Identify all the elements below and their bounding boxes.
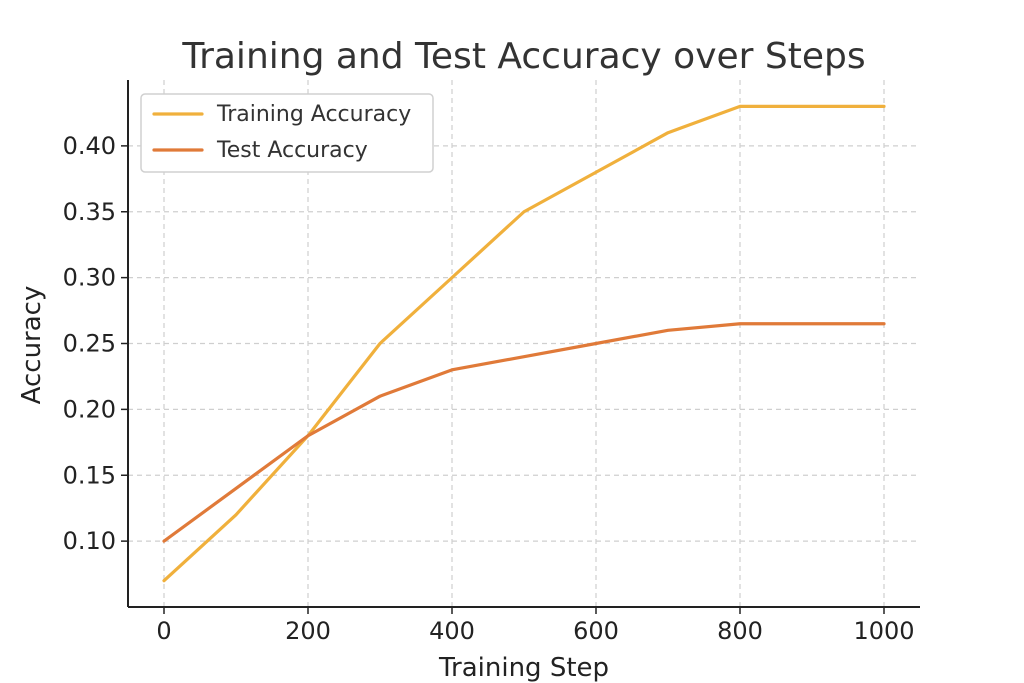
legend-label-training: Training Accuracy <box>216 102 411 127</box>
x-tick-label: 400 <box>429 617 475 645</box>
test-accuracy-line <box>162 322 886 543</box>
series-layer <box>162 104 886 583</box>
y-tick-label: 0.15 <box>63 461 116 489</box>
legend-label-test: Test Accuracy <box>216 138 368 163</box>
y-tick-label: 0.25 <box>63 330 116 358</box>
training-accuracy-line <box>162 104 886 583</box>
x-tick-label: 200 <box>285 617 331 645</box>
y-tick-label: 0.20 <box>63 395 116 423</box>
chart-title: Training and Test Accuracy over Steps <box>181 36 865 77</box>
x-tick-label: 1000 <box>853 617 914 645</box>
tick-label-layer: 0 200 400 600 800 1000 0.10 0.15 0.20 0.25 0.30 0.3… <box>63 132 915 645</box>
y-tick-label: 0.40 <box>63 132 116 160</box>
y-tick-label: 0.35 <box>63 198 116 226</box>
y-tick-label: 0.30 <box>63 264 116 292</box>
x-tick-label: 0 <box>156 617 171 645</box>
legend: Training Accuracy Test Accuracy <box>140 93 434 173</box>
x-tick-label: 600 <box>573 617 619 645</box>
y-tick-label: 0.10 <box>63 527 116 555</box>
x-tick-label: 800 <box>717 617 763 645</box>
y-axis-label: Accuracy <box>17 286 47 405</box>
legend-box <box>140 93 434 173</box>
x-axis-label: Training Step <box>438 653 609 683</box>
